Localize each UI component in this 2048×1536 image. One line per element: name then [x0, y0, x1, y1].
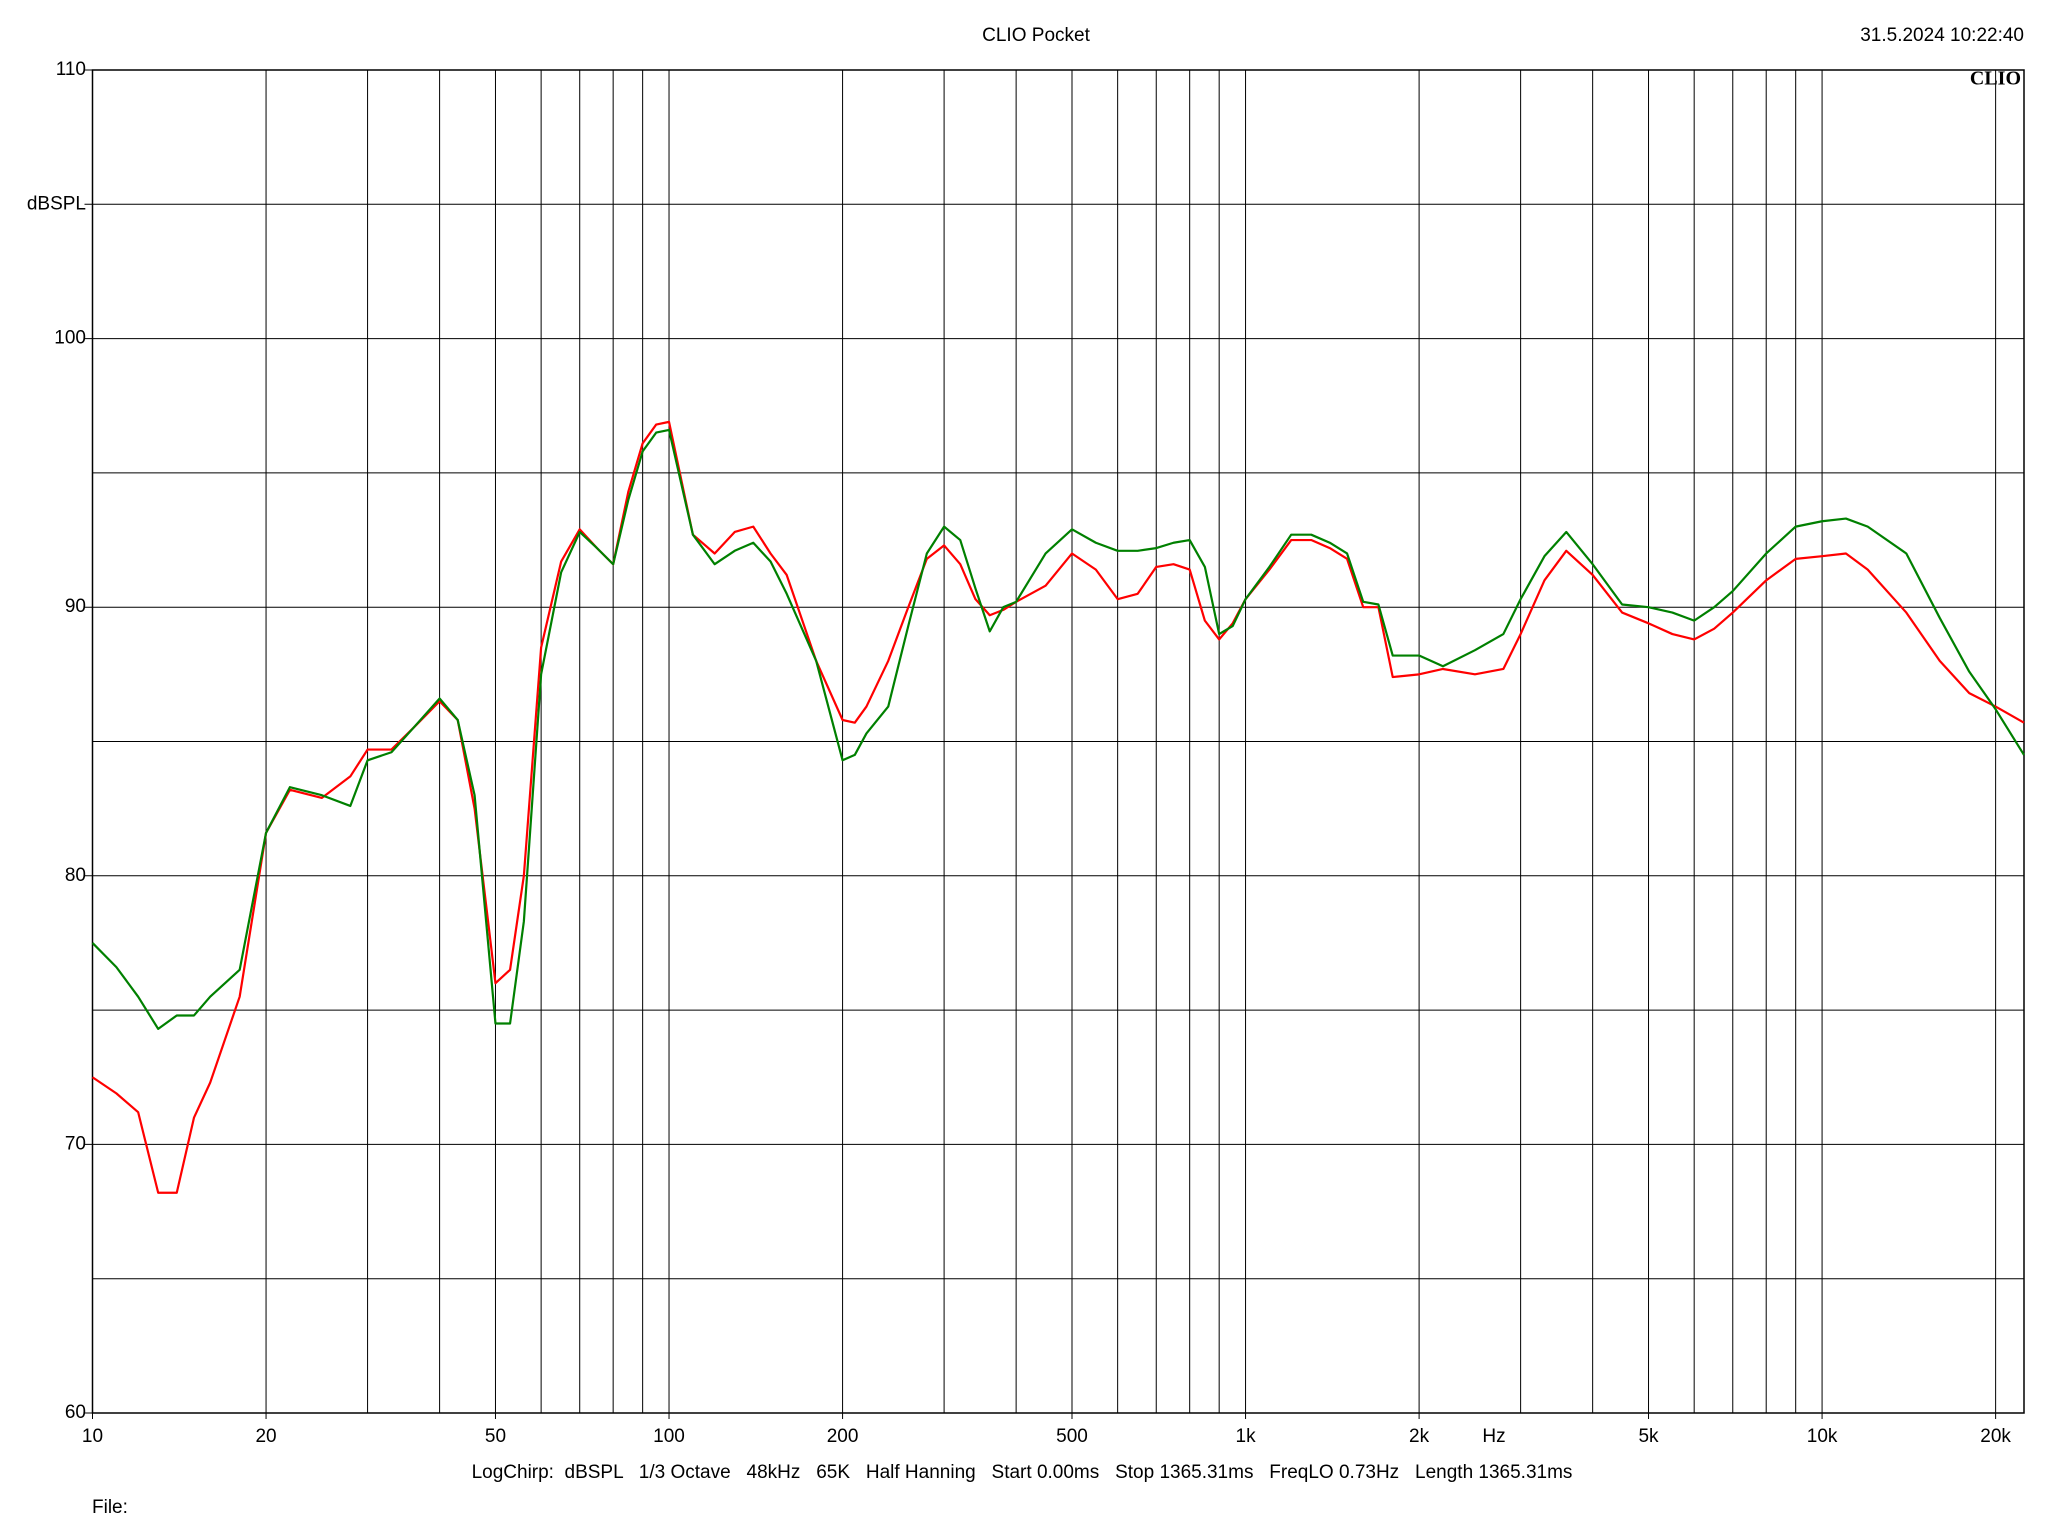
y-tick-label: 60: [65, 1402, 86, 1423]
y-tick-label: dBSPL: [27, 193, 86, 214]
x-tick-label: 200: [827, 1426, 859, 1447]
x-tick-label: 100: [653, 1426, 685, 1447]
timestamp: 31.5.2024 10:22:40: [1860, 25, 2024, 46]
x-tick-label: 2k: [1409, 1426, 1430, 1447]
x-tick-label: 20: [255, 1426, 276, 1447]
x-tick-label: 50: [485, 1426, 506, 1447]
y-tick-label: 110: [56, 59, 86, 80]
x-axis-label: Hz: [1482, 1426, 1505, 1447]
chart-title: CLIO Pocket: [982, 25, 1090, 46]
footer: LogChirp: dBSPL 1/3 Octave 48kHz 65K Hal…: [472, 1462, 1573, 1483]
x-tick-label: 10: [82, 1426, 103, 1447]
x-tick-label: 1k: [1236, 1426, 1257, 1447]
plot-frame: [91, 69, 2025, 1414]
series-line: [91, 420, 2025, 1194]
y-tick-label: 90: [65, 596, 86, 617]
x-tick-label: 500: [1056, 1426, 1088, 1447]
y-tick-label: 80: [65, 865, 86, 886]
x-tick-label: 5k: [1638, 1426, 1659, 1447]
file-label: File:: [92, 1497, 128, 1518]
x-tick-label: 20k: [1980, 1426, 2011, 1447]
x-tick-label: 10k: [1807, 1426, 1838, 1447]
y-tick-label: 70: [65, 1133, 86, 1154]
series-line: [91, 428, 2025, 1030]
y-tick-label: 100: [54, 328, 86, 349]
